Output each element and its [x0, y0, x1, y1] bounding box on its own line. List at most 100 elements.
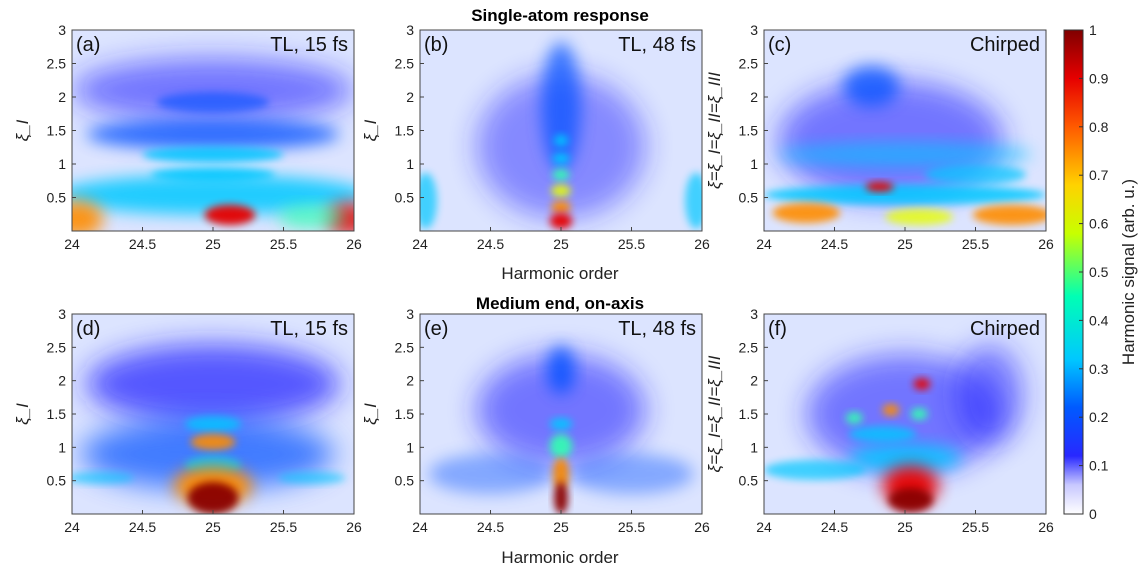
heatmap-blob — [142, 146, 284, 163]
heatmap-blob — [764, 460, 866, 480]
x-tick-label: 24.5 — [821, 519, 848, 535]
panel-title-a: TL, 15 fs — [270, 34, 348, 56]
y-tick-label: 3 — [406, 22, 414, 38]
panel-label-e: (e) — [424, 318, 448, 340]
x-tick-label: 24.5 — [477, 236, 504, 252]
x-tick-label: 25 — [897, 236, 913, 252]
colorbar-tick-label: 0.3 — [1089, 361, 1109, 377]
heatmap-field-b — [420, 30, 702, 231]
y-tick-label: 2 — [750, 373, 758, 389]
y-tick-label: 2.5 — [47, 339, 67, 355]
y-tick-label: 0.5 — [739, 473, 759, 489]
heatmap-blob — [972, 204, 1046, 225]
x-tick-label: 26 — [1038, 236, 1054, 252]
y-axis-label-e: ξ_I — [361, 403, 380, 425]
heatmap-blob — [865, 181, 894, 192]
panel-f: 24 24.5 25 25.5 26 0.5 1 1.5 2 2.5 3 (f) Chirped ξ=ξ_… — [705, 306, 1054, 535]
y-axis-label-b: ξ_I — [361, 119, 380, 141]
colorbar-tick-label: 0.6 — [1089, 216, 1109, 232]
panel-title-c: Chirped — [970, 34, 1040, 56]
heatmap-blob — [184, 416, 242, 432]
heatmap-blob — [764, 184, 1046, 205]
heatmap-blob — [848, 444, 962, 472]
y-tick-label: 1.5 — [739, 123, 759, 139]
y-tick-label: 2 — [58, 373, 66, 389]
x-tick-label: 26 — [346, 236, 362, 252]
y-tick-label: 0.5 — [47, 473, 67, 489]
heatmap-blob — [277, 204, 346, 229]
row-title-bottom: Medium end, on-axis — [476, 294, 644, 313]
heatmap-blob — [553, 134, 569, 147]
y-tick-label: 1.5 — [47, 123, 67, 139]
heatmap-blob — [549, 212, 573, 229]
x-tick-label: 25 — [205, 519, 221, 535]
y-tick-label: 2 — [750, 89, 758, 105]
y-axis-label-f: ξ=ξ_I=ξ_II=ξ_III — [705, 355, 724, 472]
heatmap-blob — [72, 200, 104, 231]
heatmap-blob — [72, 472, 135, 484]
heatmap-blob — [277, 472, 346, 484]
heatmap-blob — [806, 354, 1004, 474]
panel-title-d: TL, 15 fs — [270, 318, 348, 340]
y-tick-label: 3 — [406, 306, 414, 322]
heatmap-blob — [190, 434, 236, 450]
panel-c: 24 24.5 25 25.5 26 0.5 1 1.5 2 2.5 3 (c) Chirped ξ=ξ_… — [705, 22, 1054, 252]
colorbar-tick-label: 1 — [1089, 22, 1097, 38]
x-tick-label: 24.5 — [821, 236, 848, 252]
x-tick-label: 24 — [412, 519, 428, 535]
colorbar: 0 0.1 0.2 0.3 0.4 0.5 0.6 0.7 0.8 0.9 1 Harmonic s… — [1063, 22, 1138, 522]
heatmap-blob — [541, 42, 581, 171]
x-tick-label: 26 — [694, 236, 710, 252]
panel-label-a: (a) — [76, 34, 100, 56]
x-tick-label: 26 — [346, 519, 362, 535]
colorbar-tick-label: 0.7 — [1089, 167, 1109, 183]
y-tick-label: 2 — [406, 373, 414, 389]
x-tick-label: 26 — [694, 519, 710, 535]
y-tick-label: 1.5 — [47, 406, 67, 422]
y-tick-label: 3 — [750, 22, 758, 38]
y-tick-label: 2.5 — [739, 339, 759, 355]
colorbar-tick-label: 0 — [1089, 506, 1097, 522]
x-tick-label: 25.5 — [270, 519, 297, 535]
heatmap-blob — [685, 172, 702, 229]
heatmap-blob — [156, 92, 270, 113]
heatmap-blob — [204, 204, 256, 225]
heatmap-blob — [569, 454, 694, 494]
y-tick-label: 2 — [406, 89, 414, 105]
panel-d: 24 24.5 25 25.5 26 0.5 1 1.5 2 2.5 3 (d) TL, 15 fs ξ_… — [13, 306, 362, 535]
heatmap-blob — [845, 412, 863, 424]
x-tick-label: 24 — [756, 236, 772, 252]
y-tick-label: 0.5 — [47, 190, 67, 206]
y-tick-label: 1.5 — [395, 406, 415, 422]
x-tick-label: 26 — [1038, 519, 1054, 535]
x-tick-label: 25.5 — [962, 519, 989, 535]
y-tick-label: 3 — [750, 306, 758, 322]
panel-title-b: TL, 48 fs — [618, 34, 696, 56]
heatmap-blob — [72, 58, 354, 123]
y-axis-label-a: ξ_I — [13, 119, 32, 141]
y-tick-label: 0.5 — [395, 190, 415, 206]
heatmap-blob — [778, 142, 1032, 167]
y-tick-label: 1 — [750, 439, 758, 455]
y-tick-label: 2.5 — [395, 339, 415, 355]
colorbar-tick-label: 0.8 — [1089, 119, 1109, 135]
x-tick-label: 24.5 — [129, 236, 156, 252]
heatmap-blob — [549, 418, 573, 430]
colorbar-tick-label: 0.4 — [1089, 312, 1109, 328]
heatmap-field-f — [764, 314, 1046, 514]
y-tick-label: 1.5 — [395, 123, 415, 139]
heatmap-blob — [910, 408, 928, 420]
y-tick-label: 1 — [58, 156, 66, 172]
heatmap-blob — [420, 172, 437, 229]
heatmap-blob — [476, 354, 646, 466]
heatmap-blob — [80, 418, 335, 490]
y-tick-label: 0.5 — [395, 473, 415, 489]
y-tick-label: 0.5 — [739, 190, 759, 206]
heatmap-blob — [882, 404, 900, 416]
y-axis-label-d: ξ_I — [13, 403, 32, 425]
y-tick-label: 1 — [750, 156, 758, 172]
heatmap-blob — [772, 202, 841, 223]
heatmap-blob — [924, 164, 1027, 185]
x-tick-label: 24 — [756, 519, 772, 535]
panel-b: 24 24.5 25 25.5 26 0.5 1 1.5 2 2.5 3 (b) TL, 48 fs ξ_… — [361, 22, 710, 252]
